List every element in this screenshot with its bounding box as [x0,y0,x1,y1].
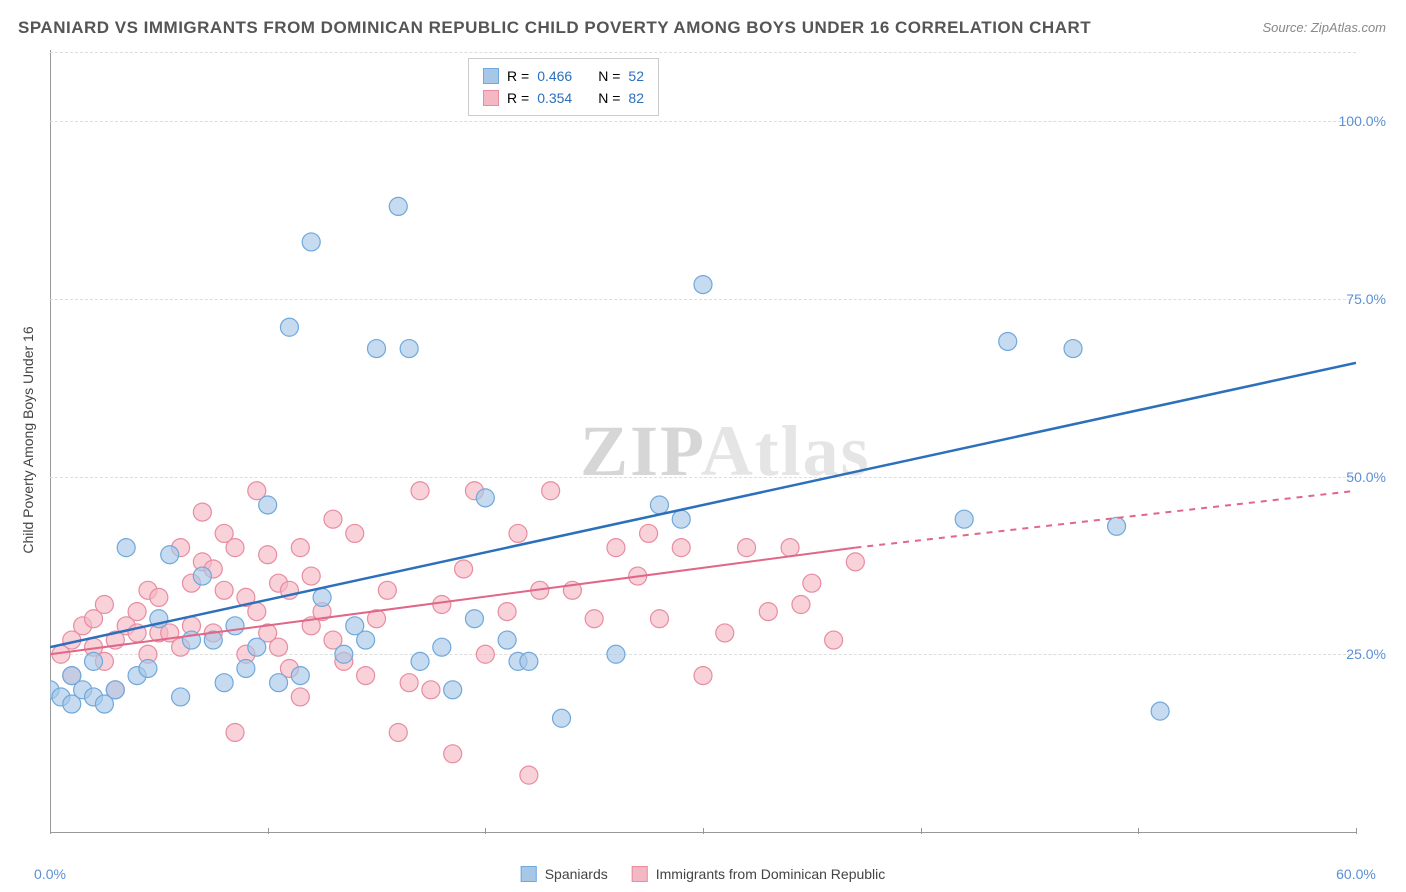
legend-swatch-immigrants [483,90,499,106]
scatter-plot [50,50,1356,832]
legend-item-spaniards: Spaniards [521,866,608,882]
legend-row-immigrants: R = 0.354 N = 82 [483,87,644,109]
series-legend: Spaniards Immigrants from Dominican Repu… [521,866,886,882]
legend-label-immigrants: Immigrants from Dominican Republic [656,866,886,882]
x-tick: 60.0% [1336,866,1376,882]
r-label-b: R = [507,90,529,106]
legend-swatch-immigrants-bottom [632,866,648,882]
legend-label-spaniards: Spaniards [545,866,608,882]
n-label-b: N = [598,90,620,106]
source-label: Source: ZipAtlas.com [1262,20,1386,35]
legend-swatch-spaniards [483,68,499,84]
x-tick: 0.0% [34,866,66,882]
r-value-a: 0.466 [537,68,572,84]
r-label-a: R = [507,68,529,84]
chart-container: SPANIARD VS IMMIGRANTS FROM DOMINICAN RE… [0,0,1406,892]
legend-row-spaniards: R = 0.466 N = 52 [483,65,644,87]
y-axis-label: Child Poverty Among Boys Under 16 [20,326,36,553]
legend-swatch-spaniards-bottom [521,866,537,882]
r-value-b: 0.354 [537,90,572,106]
legend-item-immigrants: Immigrants from Dominican Republic [632,866,886,882]
n-value-b: 82 [628,90,644,106]
chart-title: SPANIARD VS IMMIGRANTS FROM DOMINICAN RE… [18,18,1091,38]
n-value-a: 52 [628,68,644,84]
correlation-legend: R = 0.466 N = 52 R = 0.354 N = 82 [468,58,659,116]
n-label-a: N = [598,68,620,84]
